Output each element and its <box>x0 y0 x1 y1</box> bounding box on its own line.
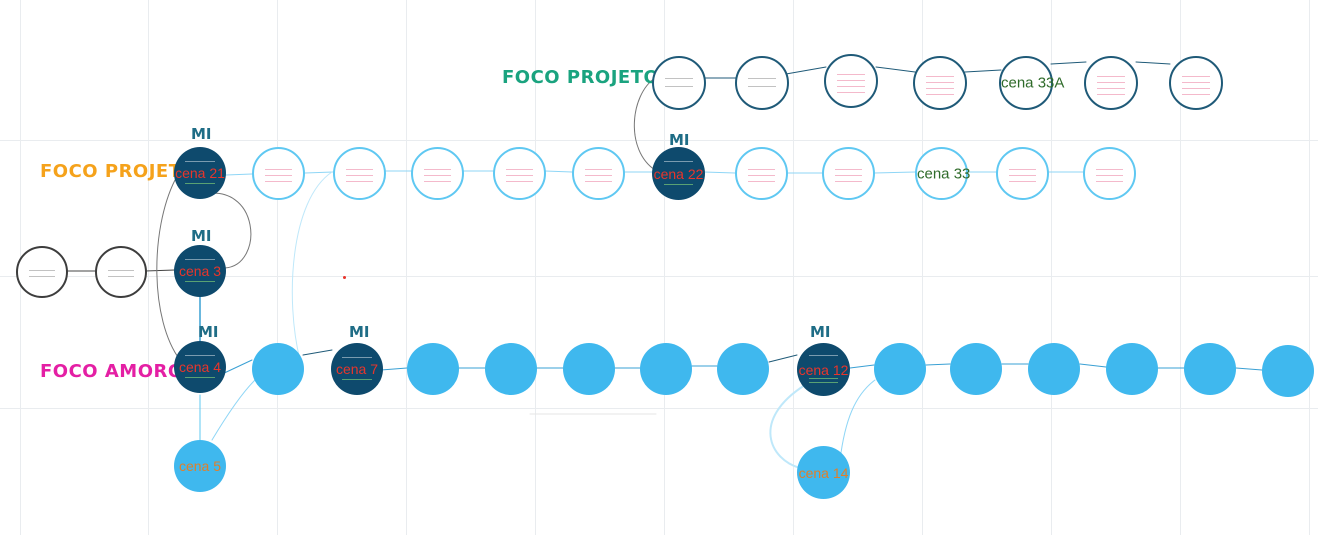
scene-node[interactable] <box>1028 343 1080 395</box>
scene-label: cena 5 <box>178 458 222 474</box>
scene-node[interactable] <box>1106 343 1158 395</box>
scene-node[interactable] <box>1084 56 1138 110</box>
scene-node[interactable] <box>640 343 692 395</box>
scene-node[interactable] <box>1083 147 1136 200</box>
scene-node[interactable] <box>874 343 926 395</box>
grid-line <box>0 140 1318 141</box>
scene-node-cena-33[interactable]: cena 33 <box>915 147 971 200</box>
grid-line <box>535 0 536 535</box>
link <box>291 171 333 361</box>
link <box>849 364 875 369</box>
track-label-foco-projeto-a: FOCO PROJETO A <box>502 67 681 88</box>
link <box>304 171 334 174</box>
scene-node[interactable] <box>1184 343 1236 395</box>
track-label-foco-projeto: FOCO PROJETO <box>40 161 198 182</box>
scene-label: cena 3 <box>178 263 222 279</box>
link <box>302 349 333 356</box>
grid-line <box>664 0 665 535</box>
grid-line <box>277 0 278 535</box>
scene-node[interactable] <box>1169 56 1223 110</box>
scene-node[interactable] <box>996 147 1049 200</box>
mi-label: MI <box>810 323 831 341</box>
link <box>544 170 573 173</box>
link <box>1135 61 1171 65</box>
scene-node[interactable] <box>572 147 625 200</box>
scene-node[interactable] <box>411 147 464 200</box>
grid-line <box>1180 0 1181 535</box>
grid-line <box>406 0 407 535</box>
scene-node-cena-4[interactable]: cena 4 <box>174 341 226 393</box>
scene-node[interactable] <box>252 147 305 200</box>
link <box>873 171 916 174</box>
scene-label: cena 22 <box>653 165 704 182</box>
scene-node[interactable] <box>493 147 546 200</box>
grid-line <box>0 408 1318 409</box>
scene-label: cena 12 <box>798 361 849 378</box>
grid-line <box>0 276 1318 277</box>
scene-node-cena-3[interactable]: cena 3 <box>174 245 226 297</box>
link <box>769 384 806 469</box>
scene-node-cena-12[interactable]: cena 12 <box>797 343 850 396</box>
link <box>964 69 1002 73</box>
grid-line <box>148 0 149 535</box>
scene-node[interactable] <box>735 147 788 200</box>
link <box>839 379 876 461</box>
scene-node[interactable] <box>485 343 537 395</box>
mi-label: MI <box>191 227 212 245</box>
track-label-foco-amoroso: FOCO AMOROSO <box>40 361 213 382</box>
scene-node-cena-7[interactable]: cena 7 <box>331 343 383 395</box>
scene-node[interactable] <box>652 56 706 110</box>
scene-node[interactable] <box>407 343 459 395</box>
scene-node[interactable] <box>252 343 304 395</box>
link <box>925 363 951 366</box>
link <box>1050 61 1087 65</box>
scene-node[interactable] <box>333 147 386 200</box>
scene-label: cena 7 <box>335 361 379 377</box>
link <box>199 192 252 269</box>
link <box>380 367 408 371</box>
scene-label: cena 14 <box>798 464 849 481</box>
link <box>875 66 916 73</box>
scene-label: cena 33 <box>917 165 971 182</box>
scene-node-cena-14[interactable]: cena 14 <box>797 446 850 499</box>
scene-label: cena 21 <box>175 165 225 181</box>
link <box>144 269 176 272</box>
grid-line <box>1051 0 1052 535</box>
link <box>1079 363 1107 368</box>
link <box>785 66 827 75</box>
grid-line <box>793 0 794 535</box>
mi-label: MI <box>349 323 370 341</box>
scene-node[interactable] <box>563 343 615 395</box>
mi-label: MI <box>669 131 690 149</box>
scene-node[interactable] <box>1262 345 1314 397</box>
scene-label: cena 4 <box>178 359 222 375</box>
mi-label: MI <box>198 323 219 341</box>
scene-node[interactable] <box>735 56 789 110</box>
scene-node[interactable] <box>16 246 68 298</box>
scene-node[interactable] <box>95 246 147 298</box>
link <box>1235 367 1263 371</box>
link <box>211 379 256 441</box>
link <box>633 77 656 171</box>
scene-node-cena-22[interactable]: cena 22 <box>652 147 705 200</box>
scene-node-cena-21[interactable]: cena 21 <box>174 147 226 199</box>
grid-line <box>922 0 923 535</box>
mi-label: MI <box>191 125 212 143</box>
scene-node[interactable] <box>950 343 1002 395</box>
scene-node-cena-5[interactable]: cena 5 <box>174 440 226 492</box>
link <box>703 171 736 174</box>
scene-label: cena 33A <box>1001 74 1065 92</box>
scene-node[interactable] <box>717 343 769 395</box>
scene-node[interactable] <box>824 54 878 108</box>
scene-node-cena-33a[interactable]: cena 33A <box>999 56 1065 110</box>
scene-node[interactable] <box>822 147 875 200</box>
scene-node[interactable] <box>913 56 967 110</box>
marker-dot <box>343 276 346 279</box>
grid-line <box>1309 0 1310 535</box>
link <box>156 179 181 361</box>
link <box>225 173 253 176</box>
link <box>768 354 798 363</box>
